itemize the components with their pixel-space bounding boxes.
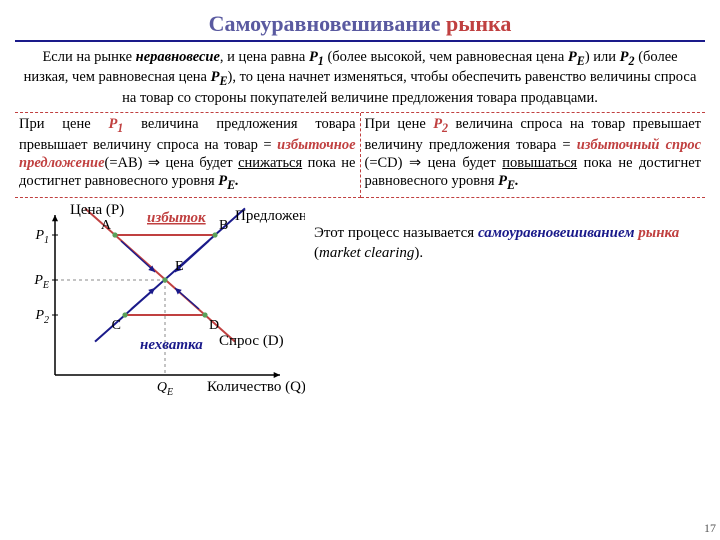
svg-text:P1: P1	[34, 228, 49, 246]
svg-text:Спрос (D): Спрос (D)	[219, 333, 284, 349]
bottom-row: P1 PE P2 QE A B C D E Цена (P) избыток Предложение …	[15, 200, 705, 420]
callout-text: Этот процесс называется самоуравновешива…	[313, 222, 705, 265]
svg-text:D: D	[209, 318, 219, 333]
chart-container: P1 PE P2 QE A B C D E Цена (P) избыток Предложение …	[15, 200, 305, 420]
column-right: При цене P2 величина спроса на товар пре…	[361, 113, 706, 198]
column-left: При цене P1 величина предложения товара …	[15, 113, 361, 198]
svg-text:Цена (P): Цена (P)	[70, 202, 124, 218]
intro-text: Если на рынке неравновесие, и цена равна…	[15, 48, 705, 108]
title-rule	[15, 40, 705, 42]
svg-text:Предложение (S): Предложение (S)	[235, 208, 305, 224]
svg-text:P2: P2	[34, 308, 49, 326]
two-columns: При цене P1 величина предложения товара …	[15, 112, 705, 198]
page-number: 17	[704, 521, 716, 536]
svg-text:E: E	[175, 259, 184, 274]
page-title: Самоуравновешивание рынка	[15, 10, 705, 38]
svg-text:Количество (Q): Количество (Q)	[207, 379, 305, 395]
right-cell: Этот процесс называется самоуравновешива…	[305, 200, 705, 420]
title-part1: Самоуравновешивание	[209, 11, 441, 36]
svg-text:избыток: избыток	[147, 210, 206, 226]
title-part2: рынка	[446, 11, 511, 36]
svg-text:PE: PE	[33, 273, 49, 291]
svg-text:A: A	[101, 218, 112, 233]
svg-text:B: B	[219, 218, 228, 233]
svg-text:QE: QE	[157, 380, 173, 398]
svg-text:C: C	[112, 318, 121, 333]
supply-demand-chart: P1 PE P2 QE A B C D E Цена (P) избыток Предложение …	[15, 200, 305, 415]
svg-text:нехватка: нехватка	[140, 337, 203, 353]
